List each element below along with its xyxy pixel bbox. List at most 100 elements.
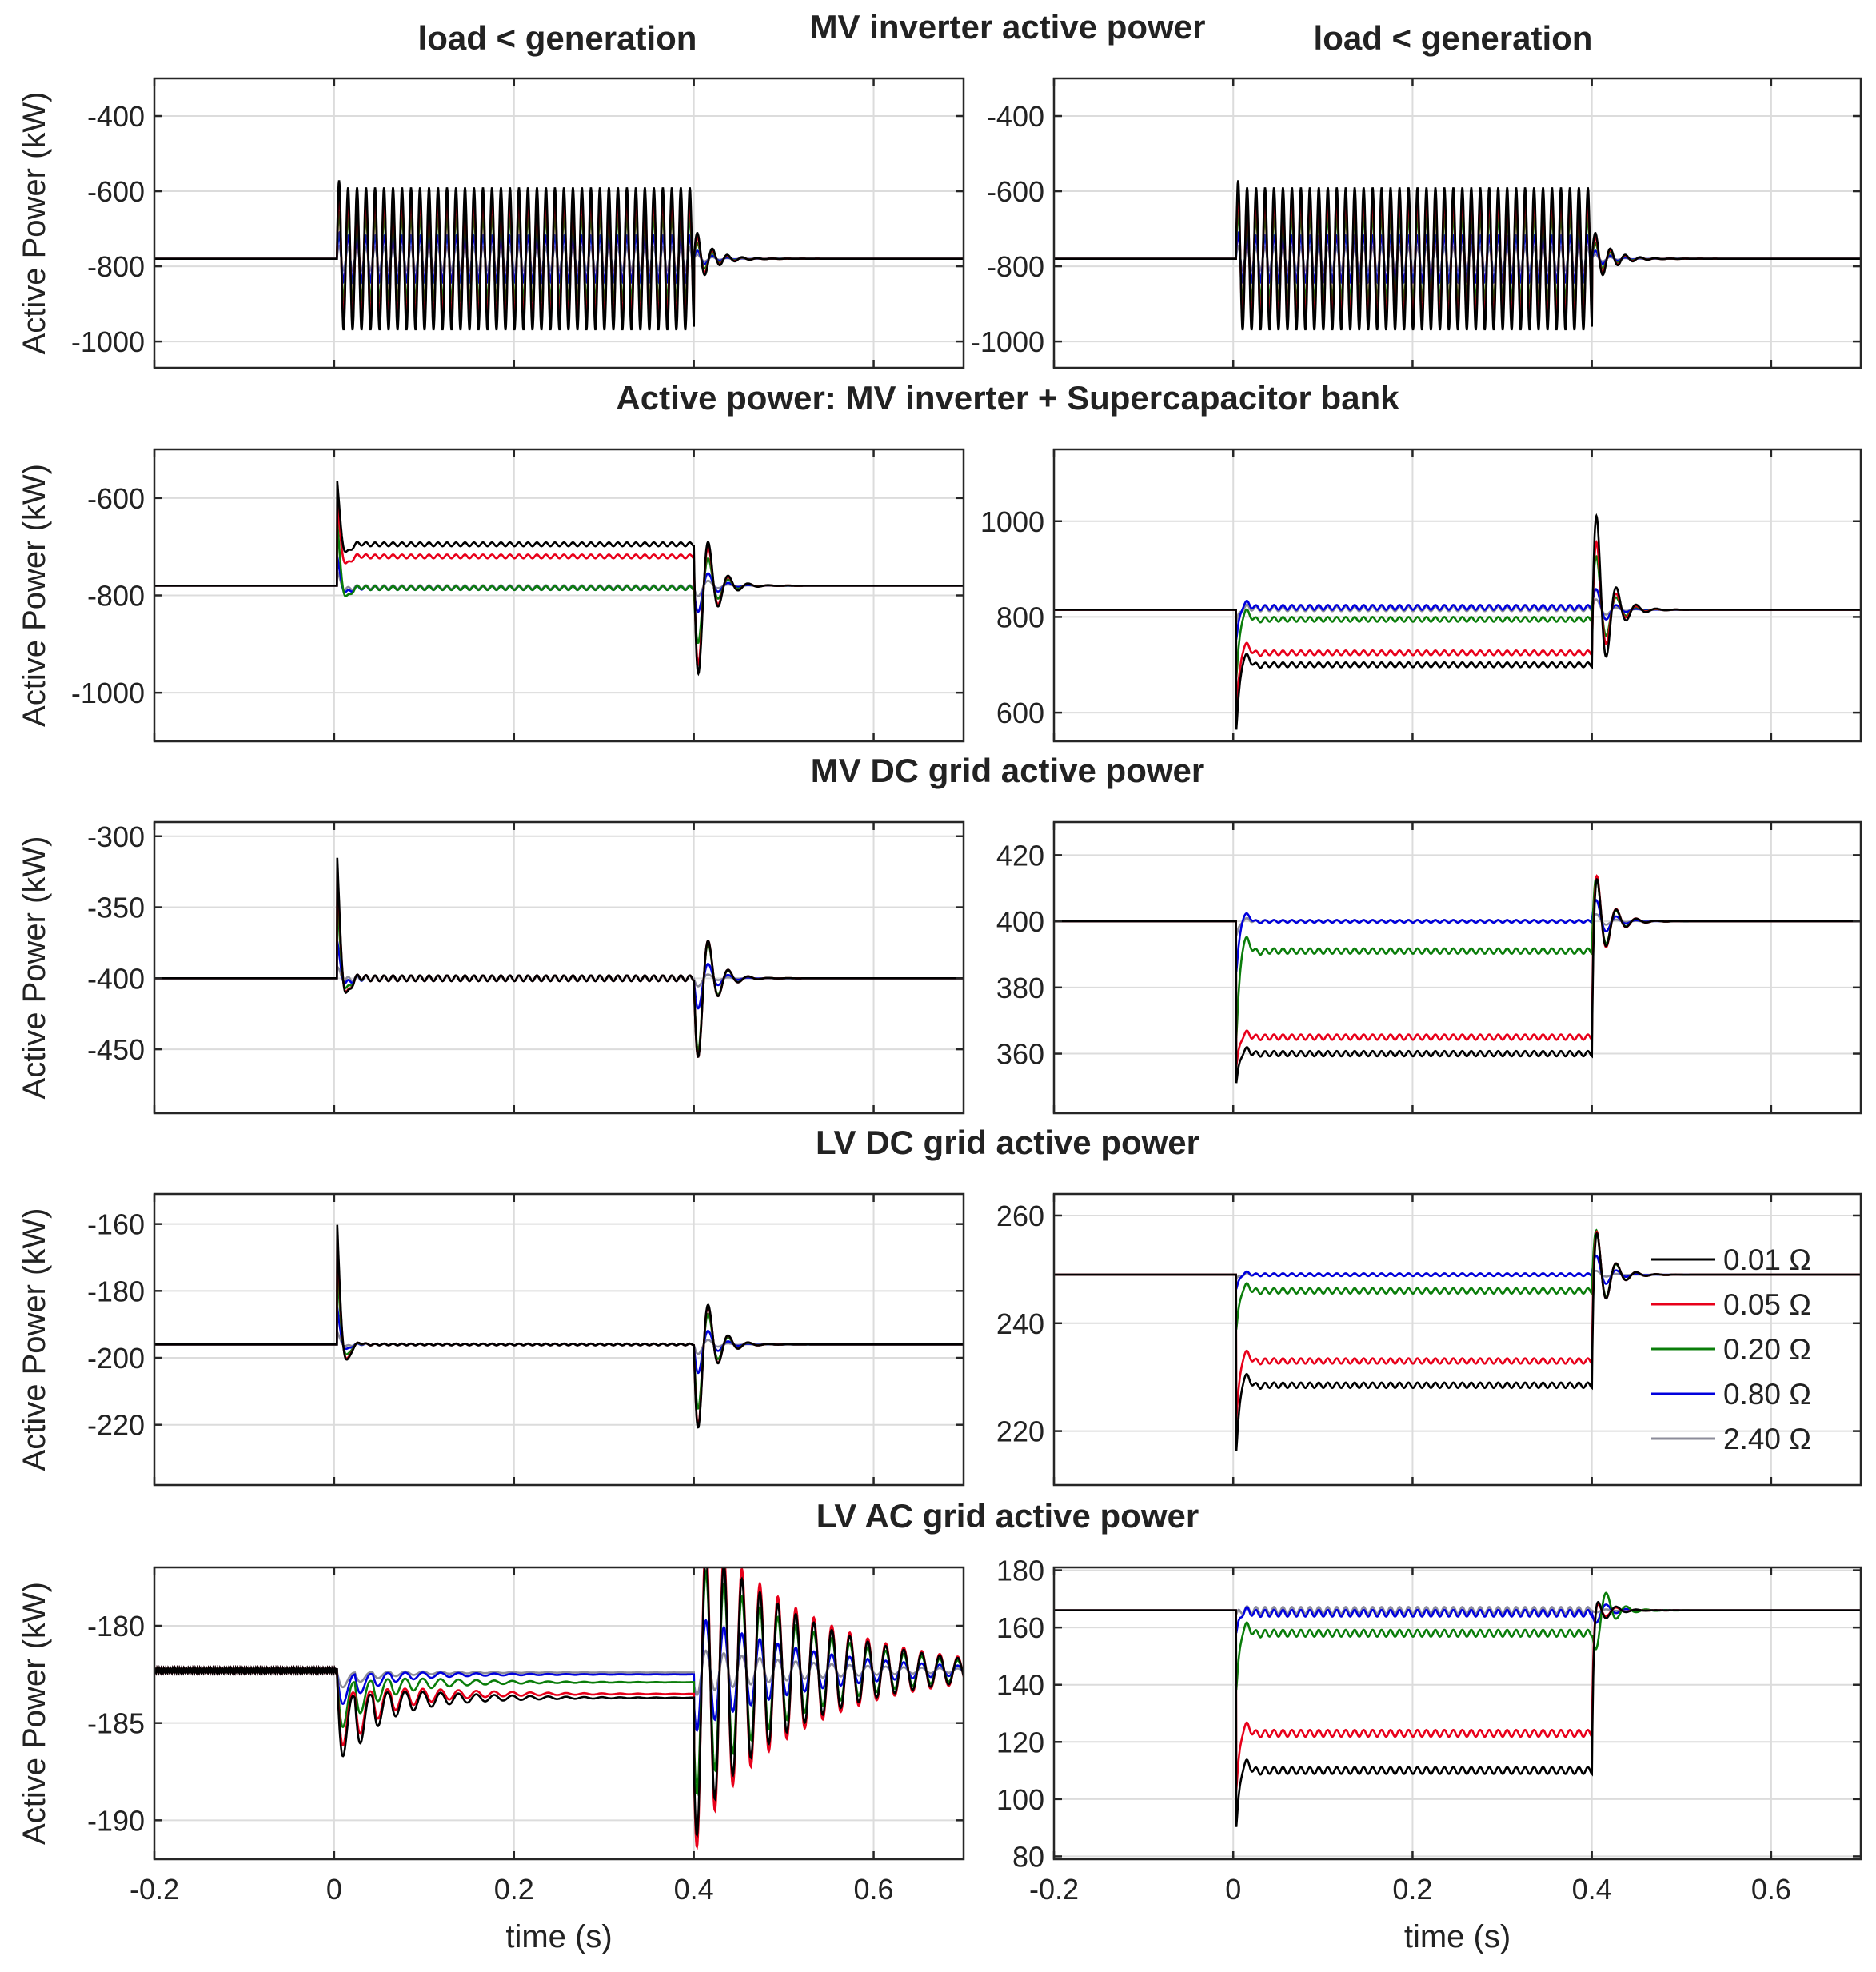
series-group — [154, 180, 964, 331]
chart-panel-2-2: 600 800 1000 — [980, 448, 1862, 743]
plot-area — [1054, 822, 1861, 1113]
axes-frame — [1052, 820, 1862, 1115]
series-group — [1054, 180, 1861, 331]
plot-area — [1054, 1194, 1861, 1485]
axes-frame — [1052, 448, 1862, 743]
axes-frame — [153, 1192, 965, 1487]
plot-area — [154, 1194, 964, 1485]
y-tick-label: -180 — [87, 1275, 145, 1307]
y-tick-label: 140 — [996, 1669, 1044, 1702]
y-tick-label: -600 — [87, 175, 145, 208]
y-tick-label: -800 — [87, 580, 145, 613]
chart-panel-5-1: -0.2 0 0.2 0.4 0.6 -180 -185 -190 Active Power (… — [17, 1497, 1199, 1954]
chart-panel-3-2: 360 380 400 420 — [996, 820, 1862, 1115]
x-tick-label: 0.2 — [494, 1873, 534, 1906]
y-tick-label: -160 — [87, 1208, 145, 1241]
y-tick-label: -350 — [87, 892, 145, 924]
series-line-0.01 — [1054, 180, 1861, 331]
row-title: Active power: MV inverter + Supercapacit… — [616, 379, 1399, 417]
axes-frame — [1052, 77, 1862, 369]
y-tick-label: -1000 — [71, 677, 145, 709]
row-title: MV DC grid active power — [811, 752, 1204, 789]
series-group — [1054, 1228, 1861, 1451]
x-tick-label: 0.4 — [674, 1873, 714, 1906]
series-line-0.01 — [154, 857, 964, 1058]
y-tick-label: 360 — [996, 1038, 1044, 1071]
y-tick-label: 220 — [996, 1415, 1044, 1448]
y-tick-label: -185 — [87, 1707, 145, 1740]
y-tick-label: -400 — [987, 100, 1044, 133]
axes-frame — [1052, 1566, 1862, 1861]
series-line-0.01 — [1054, 1600, 1861, 1827]
y-tick-label: -1000 — [71, 325, 145, 358]
y-axis-label: Active Power (kW) — [17, 92, 52, 355]
row-title: LV AC grid active power — [816, 1497, 1199, 1535]
plot-area — [154, 822, 964, 1113]
series-line-0.01 — [154, 1224, 964, 1429]
chart-panel-2-1: -600 -800 -1000 Active Power (kW) Active pow… — [17, 379, 1399, 743]
series-line-0.01 — [154, 481, 964, 677]
y-tick-label: -800 — [87, 250, 145, 283]
y-tick-label: -200 — [87, 1342, 145, 1375]
chart-panel-5-2: -0.2 0 0.2 0.4 0.6 80 100 120 140 160 180 time (s) — [996, 1555, 1862, 1954]
x-tick-label: 0.4 — [1572, 1873, 1612, 1906]
column-title: load < generation — [418, 19, 697, 57]
plot-area — [1054, 449, 1861, 741]
y-tick-label: 240 — [996, 1307, 1044, 1340]
y-tick-label: -600 — [987, 175, 1044, 208]
series-group — [154, 1567, 964, 1850]
axes-frame — [1052, 1192, 1862, 1487]
series-line-0.01 — [154, 180, 964, 331]
legend-label: 0.80 Ω — [1723, 1378, 1811, 1411]
x-tick-label: 0 — [1225, 1873, 1241, 1906]
y-tick-label: 260 — [996, 1200, 1044, 1232]
y-tick-label: -800 — [987, 250, 1044, 283]
series-group — [154, 857, 964, 1058]
y-tick-label: 400 — [996, 905, 1044, 938]
series-group — [1054, 1591, 1861, 1827]
legend-label: 0.01 Ω — [1723, 1243, 1811, 1276]
y-axis-label: Active Power (kW) — [17, 1208, 52, 1471]
x-tick-label: 0 — [326, 1873, 342, 1906]
series-line-0.01 — [1054, 513, 1861, 730]
legend-label: 2.40 Ω — [1723, 1423, 1811, 1455]
y-tick-label: -400 — [87, 962, 145, 995]
y-tick-label: -400 — [87, 100, 145, 133]
y-tick-label: -190 — [87, 1804, 145, 1837]
y-tick-label: 420 — [996, 839, 1044, 872]
y-axis-label: Active Power (kW) — [17, 836, 52, 1100]
y-tick-label: 120 — [996, 1726, 1044, 1758]
y-tick-label: 380 — [996, 972, 1044, 1004]
y-tick-label: -220 — [87, 1409, 145, 1442]
y-axis-label: Active Power (kW) — [17, 464, 52, 727]
series-line-0.01 — [1054, 1232, 1861, 1451]
chart-panel-4-1: -160 -180 -200 -220 Active Power (kW) LV DC g… — [17, 1124, 1199, 1487]
x-tick-label: 0.6 — [854, 1873, 894, 1906]
axes-frame — [153, 77, 965, 369]
series-line-0.01 — [1054, 877, 1861, 1084]
chart-panel-4-2: 220 240 260 0.01 Ω 0.05 Ω 0.20 Ω 0.80 Ω 2.40 Ω — [996, 1192, 1862, 1487]
axes-frame — [153, 1566, 965, 1861]
chart-panel-1-1: -400 -600 -800 -1000 Active Power (kW) MV inv… — [17, 8, 1206, 369]
y-tick-label: -180 — [87, 1610, 145, 1643]
axes-frame — [153, 820, 965, 1115]
chart-panel-1-2: -400 -600 -800 -1000 load < generation — [971, 19, 1862, 369]
legend-label: 0.05 Ω — [1723, 1288, 1811, 1321]
y-tick-label: -300 — [87, 820, 145, 853]
x-tick-label: 0.6 — [1751, 1873, 1791, 1906]
y-tick-label: 80 — [1012, 1840, 1044, 1873]
y-tick-label: 800 — [996, 601, 1044, 633]
x-tick-label: -0.2 — [1029, 1873, 1079, 1906]
x-axis-label: time (s) — [1404, 1919, 1511, 1954]
legend: 0.01 Ω 0.05 Ω 0.20 Ω 0.80 Ω 2.40 Ω — [1651, 1243, 1811, 1455]
row-title: MV inverter active power — [810, 8, 1206, 46]
series-line-0.01 — [154, 1567, 964, 1838]
y-tick-label: 180 — [996, 1555, 1044, 1587]
series-group — [1054, 513, 1861, 730]
x-axis-label: time (s) — [505, 1919, 612, 1954]
y-tick-label: 600 — [996, 697, 1044, 729]
y-tick-label: 100 — [996, 1783, 1044, 1816]
x-tick-label: -0.2 — [130, 1873, 179, 1906]
legend-label: 0.20 Ω — [1723, 1333, 1811, 1366]
